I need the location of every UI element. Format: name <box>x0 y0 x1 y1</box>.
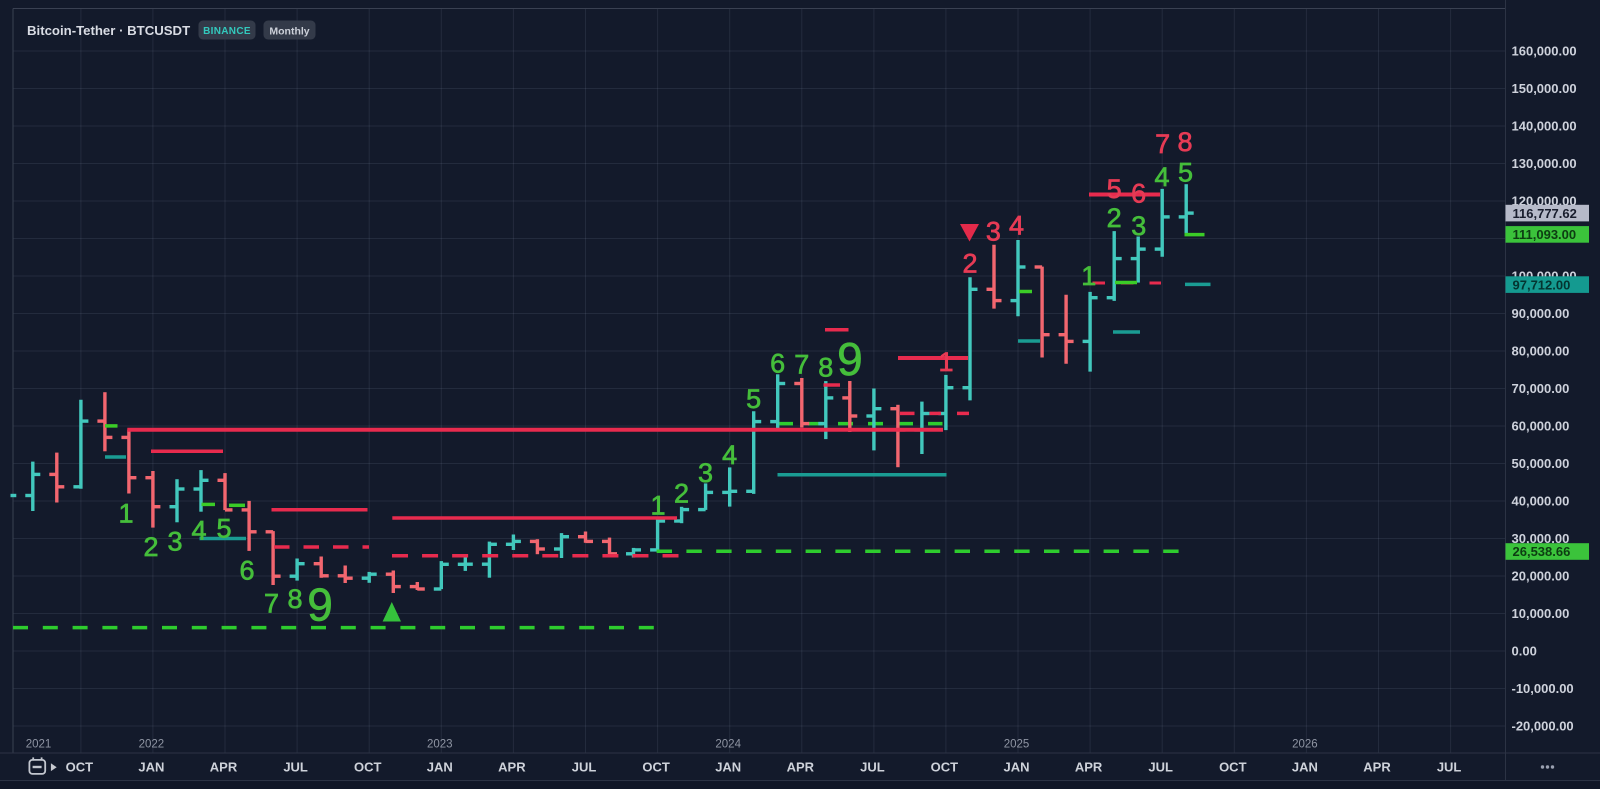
svg-text:4: 4 <box>722 440 737 470</box>
svg-text:JAN: JAN <box>427 760 453 775</box>
svg-text:60,000.00: 60,000.00 <box>1512 419 1570 434</box>
svg-text:3: 3 <box>167 527 182 557</box>
svg-text:JUL: JUL <box>283 760 308 775</box>
svg-text:1: 1 <box>650 491 665 521</box>
svg-text:JUL: JUL <box>1437 760 1462 775</box>
svg-text:90,000.00: 90,000.00 <box>1512 306 1570 321</box>
svg-text:APR: APR <box>498 760 526 775</box>
svg-text:50,000.00: 50,000.00 <box>1512 456 1570 471</box>
svg-text:4: 4 <box>191 516 206 546</box>
svg-text:OCT: OCT <box>354 760 382 775</box>
svg-text:9: 9 <box>837 333 863 385</box>
svg-text:APR: APR <box>787 760 815 775</box>
svg-text:APR: APR <box>210 760 238 775</box>
svg-text:APR: APR <box>1363 760 1391 775</box>
svg-text:2025: 2025 <box>1004 739 1030 751</box>
svg-text:Bitcoin-Tether · BTCUSDT: Bitcoin-Tether · BTCUSDT <box>27 23 190 38</box>
svg-text:APR: APR <box>1075 760 1103 775</box>
svg-text:JUL: JUL <box>1148 760 1173 775</box>
svg-text:5: 5 <box>746 384 761 414</box>
svg-text:1: 1 <box>938 347 953 377</box>
svg-text:1: 1 <box>118 499 133 529</box>
svg-text:4: 4 <box>1009 211 1024 241</box>
svg-text:5: 5 <box>216 514 231 544</box>
svg-text:3: 3 <box>1131 211 1146 241</box>
svg-text:116,777.62: 116,777.62 <box>1513 206 1577 221</box>
svg-text:OCT: OCT <box>66 760 94 775</box>
svg-text:3: 3 <box>698 458 713 488</box>
svg-text:8: 8 <box>287 584 302 614</box>
svg-text:2: 2 <box>1107 203 1122 233</box>
svg-text:2: 2 <box>143 532 158 562</box>
svg-text:7: 7 <box>1155 129 1170 159</box>
svg-text:2: 2 <box>962 249 977 279</box>
svg-text:80,000.00: 80,000.00 <box>1512 344 1570 359</box>
svg-text:30,000.00: 30,000.00 <box>1512 531 1570 546</box>
svg-text:Monthly: Monthly <box>269 25 309 37</box>
svg-text:150,000.00: 150,000.00 <box>1512 81 1577 96</box>
svg-text:JAN: JAN <box>138 760 164 775</box>
svg-text:2: 2 <box>674 479 689 509</box>
svg-text:160,000.00: 160,000.00 <box>1512 44 1577 59</box>
svg-text:70,000.00: 70,000.00 <box>1512 381 1570 396</box>
svg-text:6: 6 <box>239 556 254 586</box>
svg-text:2021: 2021 <box>26 739 52 751</box>
svg-text:1: 1 <box>1081 261 1096 291</box>
svg-text:130,000.00: 130,000.00 <box>1512 156 1577 171</box>
svg-text:-20,000.00: -20,000.00 <box>1512 719 1574 734</box>
svg-text:10,000.00: 10,000.00 <box>1512 606 1570 621</box>
svg-text:8: 8 <box>1177 127 1192 157</box>
svg-text:8: 8 <box>818 353 833 383</box>
svg-text:OCT: OCT <box>931 760 959 775</box>
svg-text:6: 6 <box>1131 179 1146 209</box>
svg-text:-10,000.00: -10,000.00 <box>1512 681 1574 696</box>
svg-text:3: 3 <box>986 217 1001 247</box>
svg-text:5: 5 <box>1107 174 1122 204</box>
svg-text:BINANCE: BINANCE <box>203 26 251 37</box>
svg-text:20,000.00: 20,000.00 <box>1512 569 1570 584</box>
svg-text:140,000.00: 140,000.00 <box>1512 119 1577 134</box>
svg-text:6: 6 <box>770 349 785 379</box>
svg-text:JUL: JUL <box>860 760 885 775</box>
svg-text:JUL: JUL <box>572 760 597 775</box>
svg-text:7: 7 <box>264 589 279 619</box>
svg-text:2024: 2024 <box>715 739 741 751</box>
svg-text:5: 5 <box>1178 158 1193 188</box>
svg-text:111,093.00: 111,093.00 <box>1513 227 1577 242</box>
svg-text:4: 4 <box>1154 162 1169 192</box>
svg-text:97,712.00: 97,712.00 <box>1513 277 1571 292</box>
svg-text:2023: 2023 <box>427 739 453 751</box>
svg-text:40,000.00: 40,000.00 <box>1512 494 1570 509</box>
svg-text:OCT: OCT <box>642 760 670 775</box>
svg-text:9: 9 <box>307 578 333 630</box>
svg-text:JAN: JAN <box>1003 760 1029 775</box>
svg-text:26,538.66: 26,538.66 <box>1513 544 1571 559</box>
svg-text:0.00: 0.00 <box>1512 644 1537 659</box>
svg-text:JAN: JAN <box>715 760 741 775</box>
svg-text:OCT: OCT <box>1219 760 1247 775</box>
svg-text:JAN: JAN <box>1292 760 1318 775</box>
svg-text:2022: 2022 <box>139 739 165 751</box>
svg-text:7: 7 <box>794 350 809 380</box>
svg-text:2026: 2026 <box>1292 739 1318 751</box>
